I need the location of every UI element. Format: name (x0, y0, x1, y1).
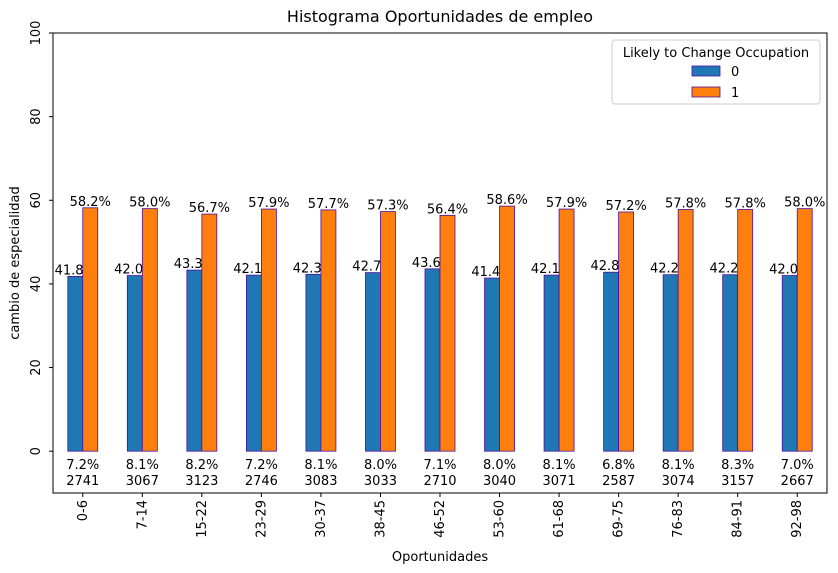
bar-value-label: 58.0% (784, 196, 825, 211)
bar-series-1 (320, 209, 337, 452)
legend-swatch-0 (691, 65, 721, 77)
bar-value-label: 57.7% (308, 197, 349, 212)
bar-series-1 (737, 209, 754, 452)
x-tick-label: 15-22 (195, 500, 210, 538)
bar-value-label: 56.4% (427, 202, 468, 217)
category-count-label: 3123 (185, 474, 218, 489)
y-tick-label: 0 (29, 447, 44, 455)
x-tick-label: 30-37 (314, 500, 329, 538)
bar-value-label: 57.8% (665, 196, 706, 211)
x-tick-label: 0-6 (76, 500, 91, 521)
y-tick-label: 40 (29, 276, 44, 293)
x-tick-label: 46-52 (433, 500, 448, 538)
bar-series-1 (201, 213, 218, 452)
bar-series-0 (245, 274, 262, 452)
legend-title: Likely to Change Occupation (623, 46, 809, 61)
bar-series-0 (126, 275, 143, 452)
y-tick-label: 100 (29, 21, 44, 46)
bar-series-0 (543, 274, 560, 452)
x-tick-label: 7-14 (135, 500, 150, 530)
bar-value-label: 56.7% (189, 201, 230, 216)
bar-series-1 (618, 211, 635, 452)
category-count-label: 3083 (304, 474, 337, 489)
x-tick-label: 76-83 (671, 500, 686, 538)
bar-series-1 (796, 208, 813, 452)
bar-value-label: 57.3% (367, 199, 408, 214)
x-tick-label: 23-29 (254, 500, 269, 538)
bar-value-label: 58.6% (486, 193, 527, 208)
category-share-label: 8.1% (126, 458, 159, 473)
bar-series-1 (380, 211, 396, 452)
bar-series-0 (305, 273, 322, 452)
category-share-label: 8.1% (662, 458, 695, 473)
category-count-label: 2587 (602, 474, 635, 489)
bar-series-1 (260, 208, 277, 452)
category-count-label: 3074 (662, 474, 695, 489)
bar-series-0 (722, 274, 739, 452)
category-share-label: 8.2% (185, 458, 218, 473)
bar-series-0 (484, 277, 500, 452)
x-tick-label: 92-98 (790, 500, 805, 538)
legend-label-1: 1 (731, 86, 739, 101)
plot-frame (52, 32, 828, 494)
category-count-label: 2667 (781, 474, 814, 489)
y-tick-label: 60 (29, 192, 44, 209)
bar-series-0 (781, 275, 798, 452)
category-share-label: 8.1% (304, 458, 337, 473)
category-count-label: 2710 (423, 474, 456, 489)
bar-series-1 (677, 209, 694, 452)
category-count-label: 3067 (126, 474, 159, 489)
bar-value-label: 57.2% (605, 199, 646, 214)
category-count-label: 3033 (364, 474, 397, 489)
category-share-label: 7.0% (781, 458, 814, 473)
y-tick-label: 80 (29, 108, 44, 125)
bar-value-label: 57.8% (725, 196, 766, 211)
category-share-label: 8.3% (721, 458, 754, 473)
bar-series-0 (186, 269, 203, 452)
category-count-label: 3071 (543, 474, 576, 489)
bar-value-label: 58.2% (70, 195, 111, 210)
legend-label-0: 0 (731, 65, 739, 80)
category-count-label: 2741 (66, 474, 99, 489)
category-share-label: 6.8% (602, 458, 635, 473)
x-tick-label: 69-75 (612, 500, 627, 538)
bar-series-1 (141, 208, 158, 452)
bar-value-label: 58.0% (129, 196, 170, 211)
bar-value-label: 57.9% (546, 196, 587, 211)
x-tick-label: 38-45 (373, 500, 388, 538)
bar-series-0 (662, 274, 679, 452)
y-tick-label: 20 (29, 359, 44, 376)
bar-series-1 (558, 208, 575, 452)
category-share-label: 8.1% (543, 458, 576, 473)
category-share-label: 8.0% (364, 458, 397, 473)
x-tick-label: 84-91 (731, 500, 746, 538)
bar-series-0 (603, 271, 620, 452)
bar-series-1 (499, 205, 515, 452)
category-count-label: 3040 (483, 474, 516, 489)
category-count-label: 2746 (245, 474, 278, 489)
bar-series-1 (439, 214, 456, 452)
x-tick-label: 53-60 (493, 500, 508, 538)
bar-value-label: 57.9% (248, 196, 289, 211)
chart-title: Histograma Oportunidades de empleo (287, 7, 593, 26)
legend-swatch-1 (691, 86, 721, 98)
legend: Likely to Change Occupation 0 1 (611, 39, 821, 105)
bar-series-0 (424, 268, 441, 452)
x-tick-label: 61-68 (552, 500, 567, 538)
bar-series-0 (365, 272, 381, 452)
bar-series-1 (82, 207, 99, 452)
bar-series-0 (67, 275, 84, 452)
category-share-label: 7.2% (245, 458, 278, 473)
category-share-label: 8.0% (483, 458, 516, 473)
y-axis-label: cambio de especialidad (8, 186, 23, 340)
category-share-label: 7.2% (66, 458, 99, 473)
x-axis-label: Oportunidades (392, 550, 488, 565)
category-count-label: 3157 (721, 474, 754, 489)
category-share-label: 7.1% (423, 458, 456, 473)
